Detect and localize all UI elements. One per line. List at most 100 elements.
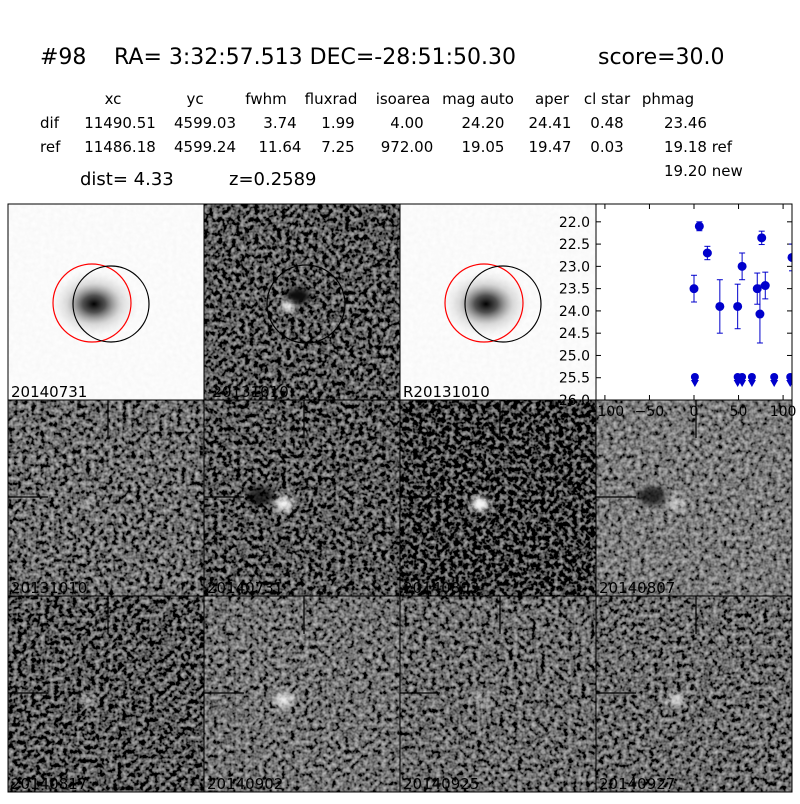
residual-bright	[282, 301, 294, 311]
residual-dark	[246, 487, 274, 505]
light-curve: 22.0 22.5 23.0 23.5 24.0 24.5 25.0 25.5 26.0−100…	[559, 203, 797, 420]
candidate-id: #98	[40, 45, 86, 70]
y-tick-label: 24.5	[559, 326, 590, 342]
limit-dot	[690, 372, 699, 381]
limit-dot	[770, 372, 779, 381]
point	[694, 221, 704, 231]
row-label: dif	[40, 114, 60, 132]
points	[689, 221, 792, 387]
residual-dark	[638, 487, 666, 505]
galaxy	[441, 270, 531, 338]
limit-arrow	[747, 379, 756, 387]
limit-dot	[747, 372, 756, 381]
y-tick-label: 25.5	[559, 371, 590, 387]
stamp-image	[596, 400, 792, 596]
column-header: fwhm	[245, 90, 286, 108]
stamp-label: 20140731	[11, 383, 87, 401]
y-tick-label: 22.0	[559, 215, 590, 231]
point	[760, 281, 770, 291]
coordinates: RA= 3:32:57.513 DEC=-28:51:50.30	[114, 45, 516, 70]
stamp: 20140902	[203, 595, 401, 793]
limit-dot	[786, 372, 792, 381]
table-cell: 4599.03	[174, 114, 236, 132]
stamp-frame	[595, 595, 793, 793]
new-circle	[266, 264, 346, 344]
x-tick-label: −100	[586, 404, 624, 420]
stamp-label: 20140731	[207, 579, 283, 597]
table-cell: 19.05	[462, 138, 505, 156]
stamp: 20140925	[399, 595, 597, 793]
stamp-image	[400, 596, 596, 792]
stamp-label: 20140925	[403, 775, 479, 793]
table-cell: 3.74	[263, 114, 296, 132]
stamp-image	[204, 400, 400, 596]
table-cell: 0.03	[590, 138, 623, 156]
error-bar	[789, 243, 792, 272]
stamp: 20140731	[7, 203, 205, 401]
column-header: cl star	[584, 90, 631, 108]
ref-circle	[52, 263, 132, 343]
point	[755, 309, 765, 319]
source	[471, 693, 489, 707]
y-tick-label: 23.5	[559, 282, 590, 298]
y-tick-label: 26.0	[559, 393, 590, 409]
stamp-label: 20131010	[11, 579, 87, 597]
limit-arrow	[770, 379, 779, 387]
redshift: z=0.2589	[229, 169, 317, 190]
table-cell: 0.48	[590, 114, 623, 132]
y-tick-label: 24.0	[559, 304, 590, 320]
table-cell: 11490.51	[84, 114, 156, 132]
x-tick-label: 100	[770, 404, 797, 420]
source	[667, 693, 685, 707]
table-cell: 4.00	[390, 114, 423, 132]
point	[787, 252, 792, 262]
stamp-grid: 20140731 -20131010 R20131010 20131010 201407…	[7, 203, 793, 793]
upper-limit	[738, 372, 747, 387]
stamp-image	[8, 400, 204, 596]
x-tick-label: 50	[730, 404, 748, 420]
column-header: mag auto	[442, 90, 514, 108]
table-cell: 4599.24	[174, 138, 236, 156]
stamp-image	[204, 596, 400, 792]
stamp: 20131010	[7, 399, 205, 597]
stamp-label: 20140817	[11, 775, 87, 793]
point	[715, 301, 725, 311]
axes-frame	[595, 203, 793, 401]
column-header: phmag	[642, 90, 694, 108]
y-tick-label: 22.5	[559, 237, 590, 253]
column-header: fluxrad	[305, 90, 358, 108]
phmag-new: 19.20 new	[664, 162, 743, 180]
stamp: 20140817	[7, 595, 205, 793]
point	[702, 248, 712, 258]
table-cell: 972.00	[381, 138, 434, 156]
stamp-label: -20131010	[207, 383, 289, 401]
source	[79, 693, 97, 707]
galaxy	[49, 270, 139, 338]
stamp-label: 20140902	[207, 775, 283, 793]
new-circle	[464, 265, 542, 343]
column-header: xc	[105, 90, 122, 108]
column-header: aper	[535, 90, 570, 108]
source	[275, 693, 293, 707]
table-cell: 11486.18	[84, 138, 156, 156]
column-header: yc	[186, 90, 203, 108]
residual-dark	[286, 288, 310, 304]
upper-limit	[690, 372, 699, 387]
upper-limit	[747, 372, 756, 387]
table-cell: 24.41	[529, 114, 572, 132]
source	[79, 497, 97, 511]
stamp: 20140803	[399, 399, 597, 597]
table-cell: 11.64	[259, 138, 302, 156]
point	[757, 233, 767, 243]
table-cell: 1.99	[321, 114, 354, 132]
stamp-label: 20140927	[599, 775, 675, 793]
upper-limit	[770, 372, 779, 387]
stamp: 20140731	[203, 399, 401, 597]
source	[471, 497, 489, 511]
point	[733, 301, 743, 311]
stamp: 20140807	[595, 399, 793, 597]
limit-arrow	[690, 379, 699, 387]
limit-arrow	[786, 379, 792, 387]
source	[275, 497, 293, 511]
new-circle	[72, 265, 150, 343]
